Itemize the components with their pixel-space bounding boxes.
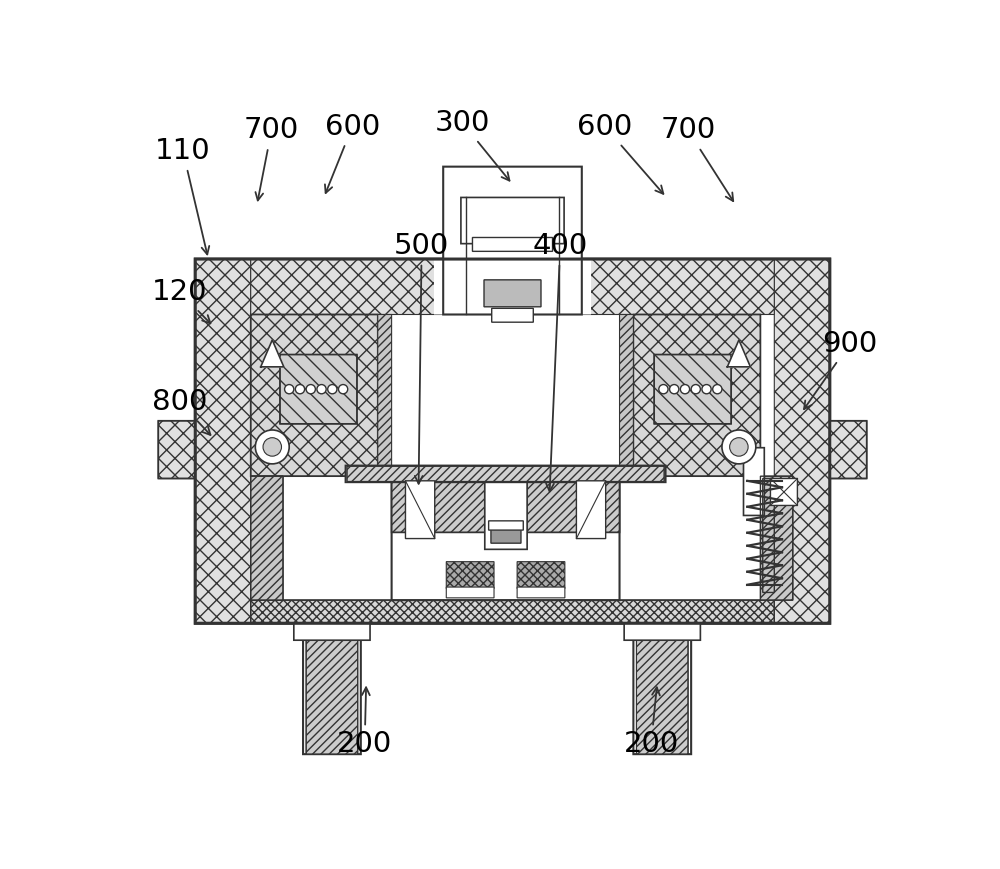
Bar (485, 482, 527, 549)
Bar (294, 623, 370, 640)
Circle shape (670, 385, 679, 394)
Bar (378, 315, 392, 476)
Bar (306, 623, 358, 754)
Bar (763, 479, 774, 593)
Bar (620, 315, 633, 476)
Bar (347, 466, 664, 481)
Bar (633, 623, 691, 754)
Text: 120: 120 (152, 278, 210, 323)
Text: 700: 700 (660, 116, 733, 201)
Bar (491, 529, 521, 543)
Bar (195, 259, 251, 623)
Bar (774, 259, 830, 623)
Bar (392, 482, 620, 600)
Bar (472, 237, 553, 251)
Bar (195, 259, 830, 623)
Bar (392, 482, 620, 533)
Bar (251, 600, 774, 623)
Bar (760, 476, 793, 600)
Bar (280, 355, 357, 424)
Text: 800: 800 (152, 388, 210, 435)
Bar (405, 481, 435, 539)
Bar (830, 421, 867, 479)
Bar (251, 315, 378, 476)
Bar (830, 421, 867, 479)
Bar (251, 476, 283, 600)
Bar (251, 600, 774, 623)
Bar (251, 259, 774, 315)
Text: 200: 200 (623, 687, 679, 758)
Bar (251, 315, 378, 476)
Circle shape (680, 385, 690, 394)
Circle shape (255, 430, 289, 464)
Text: 200: 200 (337, 687, 392, 758)
Bar (303, 623, 361, 754)
Bar (443, 167, 582, 315)
Bar (251, 476, 283, 600)
Text: 110: 110 (155, 137, 211, 255)
Text: 600: 600 (325, 113, 380, 193)
Circle shape (722, 430, 756, 464)
Circle shape (691, 385, 700, 394)
Bar (489, 521, 523, 530)
Bar (517, 561, 565, 588)
Bar (446, 587, 494, 598)
Bar (345, 466, 666, 482)
Bar (770, 479, 797, 506)
Text: 700: 700 (244, 116, 299, 201)
Bar (633, 315, 760, 476)
Bar (744, 448, 764, 515)
Bar (492, 308, 533, 322)
Bar (306, 623, 358, 754)
Circle shape (263, 438, 282, 456)
Text: 500: 500 (394, 232, 449, 484)
Bar (461, 197, 564, 243)
Bar (624, 623, 700, 640)
Bar (484, 280, 541, 307)
Bar (392, 482, 620, 533)
Bar (158, 421, 195, 479)
Bar (636, 623, 688, 754)
Bar (654, 355, 731, 424)
Circle shape (338, 385, 348, 394)
Text: 600: 600 (577, 113, 663, 194)
Circle shape (306, 385, 315, 394)
Circle shape (659, 385, 668, 394)
Circle shape (317, 385, 326, 394)
Bar (760, 476, 793, 600)
Bar (636, 623, 688, 754)
Circle shape (285, 385, 294, 394)
Bar (576, 481, 606, 539)
Circle shape (328, 385, 337, 394)
Bar (280, 355, 357, 424)
Circle shape (713, 385, 722, 394)
Circle shape (702, 385, 711, 394)
Bar (654, 355, 731, 424)
Circle shape (730, 438, 748, 456)
Text: 900: 900 (804, 329, 877, 409)
Bar (446, 561, 494, 588)
Bar (517, 587, 565, 598)
Polygon shape (261, 340, 284, 367)
Polygon shape (727, 340, 750, 367)
Bar (633, 315, 760, 476)
Bar (347, 466, 664, 481)
Bar (195, 259, 830, 623)
Bar (434, 259, 591, 315)
Circle shape (295, 385, 305, 394)
Text: 300: 300 (435, 109, 509, 181)
Bar (158, 421, 195, 479)
Text: 400: 400 (533, 232, 588, 491)
Bar (251, 600, 774, 623)
